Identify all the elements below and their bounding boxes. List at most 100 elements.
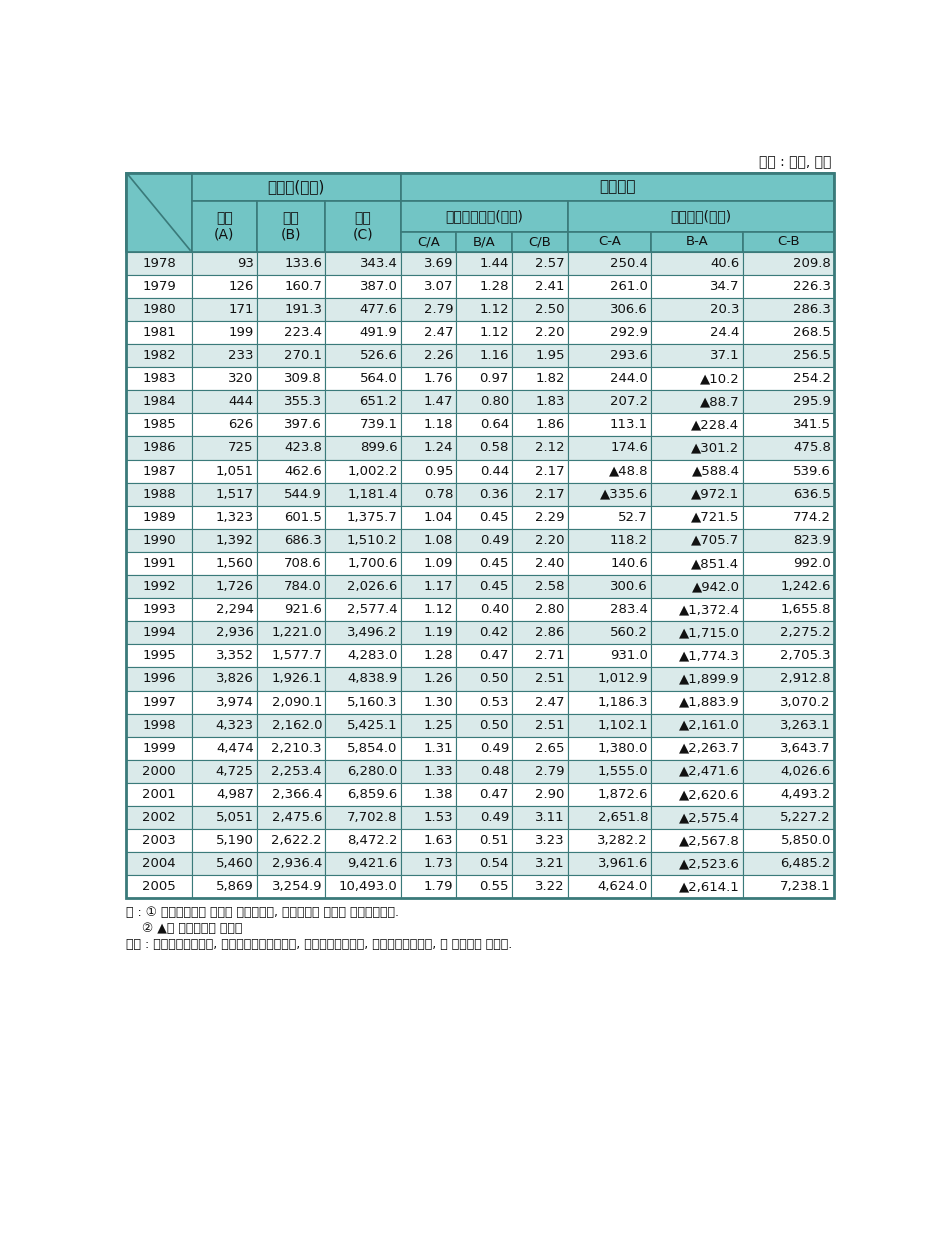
Text: 355.3: 355.3 (284, 396, 322, 408)
Text: ▲942.0: ▲942.0 (691, 580, 739, 593)
Text: 126: 126 (228, 280, 254, 293)
Text: 0.49: 0.49 (479, 811, 508, 824)
Text: ▲10.2: ▲10.2 (699, 372, 739, 385)
Text: ▲2,620.6: ▲2,620.6 (678, 788, 739, 802)
Bar (651, 807, 741, 829)
Text: 3.11: 3.11 (534, 811, 564, 824)
Bar (511, 413, 567, 437)
Text: 40.6: 40.6 (709, 256, 739, 270)
Text: 256.5: 256.5 (792, 349, 830, 362)
Text: 250.4: 250.4 (609, 256, 648, 270)
Text: 1.31: 1.31 (423, 742, 453, 755)
Text: 0.44: 0.44 (479, 465, 508, 477)
Text: 2.57: 2.57 (534, 256, 564, 270)
Text: 1987: 1987 (142, 465, 176, 477)
Text: 5,190: 5,190 (215, 834, 254, 847)
Text: 3,643.7: 3,643.7 (780, 742, 830, 755)
Text: 1.16: 1.16 (479, 349, 508, 362)
Text: 2.40: 2.40 (534, 557, 564, 570)
Text: ▲48.8: ▲48.8 (607, 465, 648, 477)
Text: 7,702.8: 7,702.8 (346, 811, 397, 824)
Bar (256, 807, 325, 829)
Text: 564.0: 564.0 (359, 372, 397, 385)
Text: 387.0: 387.0 (359, 280, 397, 293)
Bar (256, 737, 325, 760)
Bar (511, 714, 567, 737)
Text: 4,624.0: 4,624.0 (597, 881, 648, 893)
Text: 254.2: 254.2 (792, 372, 830, 385)
Bar (192, 552, 256, 575)
Bar (741, 552, 833, 575)
Text: 2.79: 2.79 (423, 303, 453, 315)
Text: 931.0: 931.0 (609, 649, 648, 662)
Text: 1.18: 1.18 (423, 418, 453, 432)
Bar (256, 275, 325, 298)
Text: 1,510.2: 1,510.2 (346, 534, 397, 547)
Text: 0.42: 0.42 (479, 626, 508, 640)
Text: 1.28: 1.28 (423, 649, 453, 662)
Text: 2.50: 2.50 (534, 303, 564, 315)
Bar (126, 668, 192, 690)
Bar (256, 852, 325, 876)
Text: 0.40: 0.40 (479, 604, 508, 616)
Text: ▲88.7: ▲88.7 (699, 396, 739, 408)
Text: 2.17: 2.17 (534, 465, 564, 477)
Text: 0.49: 0.49 (479, 742, 508, 755)
Bar (192, 275, 256, 298)
Text: 2,294: 2,294 (215, 604, 254, 616)
Bar (741, 506, 833, 529)
Text: 306.6: 306.6 (609, 303, 648, 315)
Bar (126, 760, 192, 783)
Bar (126, 783, 192, 807)
Bar (511, 482, 567, 506)
Text: 10,493.0: 10,493.0 (339, 881, 397, 893)
Text: 3,263.1: 3,263.1 (780, 719, 830, 731)
Bar (401, 690, 456, 714)
Bar (401, 575, 456, 599)
Bar (651, 575, 741, 599)
Text: 2,577.4: 2,577.4 (346, 604, 397, 616)
Bar (256, 575, 325, 599)
Bar (126, 390, 192, 413)
Bar (401, 437, 456, 459)
Text: 295.9: 295.9 (792, 396, 830, 408)
Bar (651, 413, 741, 437)
Text: 1.63: 1.63 (423, 834, 453, 847)
Text: 3,961.6: 3,961.6 (597, 857, 648, 871)
Bar (325, 552, 401, 575)
Text: 6,485.2: 6,485.2 (780, 857, 830, 871)
Bar (567, 783, 651, 807)
Text: 1993: 1993 (142, 604, 176, 616)
Bar (401, 876, 456, 898)
Bar (192, 876, 256, 898)
Text: 1.09: 1.09 (423, 557, 453, 570)
Text: 5,460: 5,460 (215, 857, 254, 871)
Text: 3.07: 3.07 (423, 280, 453, 293)
Text: 5,051: 5,051 (215, 811, 254, 824)
Text: 2,090.1: 2,090.1 (271, 695, 322, 709)
Text: 5,160.3: 5,160.3 (346, 695, 397, 709)
Bar (126, 344, 192, 367)
Bar (126, 320, 192, 344)
Text: 1,577.7: 1,577.7 (271, 649, 322, 662)
Bar (567, 506, 651, 529)
Text: 397.6: 397.6 (284, 418, 322, 432)
Bar (651, 552, 741, 575)
Bar (401, 367, 456, 390)
Bar (456, 482, 511, 506)
Bar (256, 690, 325, 714)
Text: 1980: 1980 (142, 303, 176, 315)
Text: 477.6: 477.6 (359, 303, 397, 315)
Bar (567, 251, 651, 275)
Bar (325, 459, 401, 482)
Bar (456, 690, 511, 714)
Bar (126, 737, 192, 760)
Text: 2.41: 2.41 (534, 280, 564, 293)
Text: 2002: 2002 (142, 811, 176, 824)
Text: 3,496.2: 3,496.2 (347, 626, 397, 640)
Bar (325, 298, 401, 320)
Bar (741, 231, 833, 251)
Text: 1.24: 1.24 (423, 442, 453, 454)
Bar (567, 529, 651, 552)
Text: 708.6: 708.6 (284, 557, 322, 570)
